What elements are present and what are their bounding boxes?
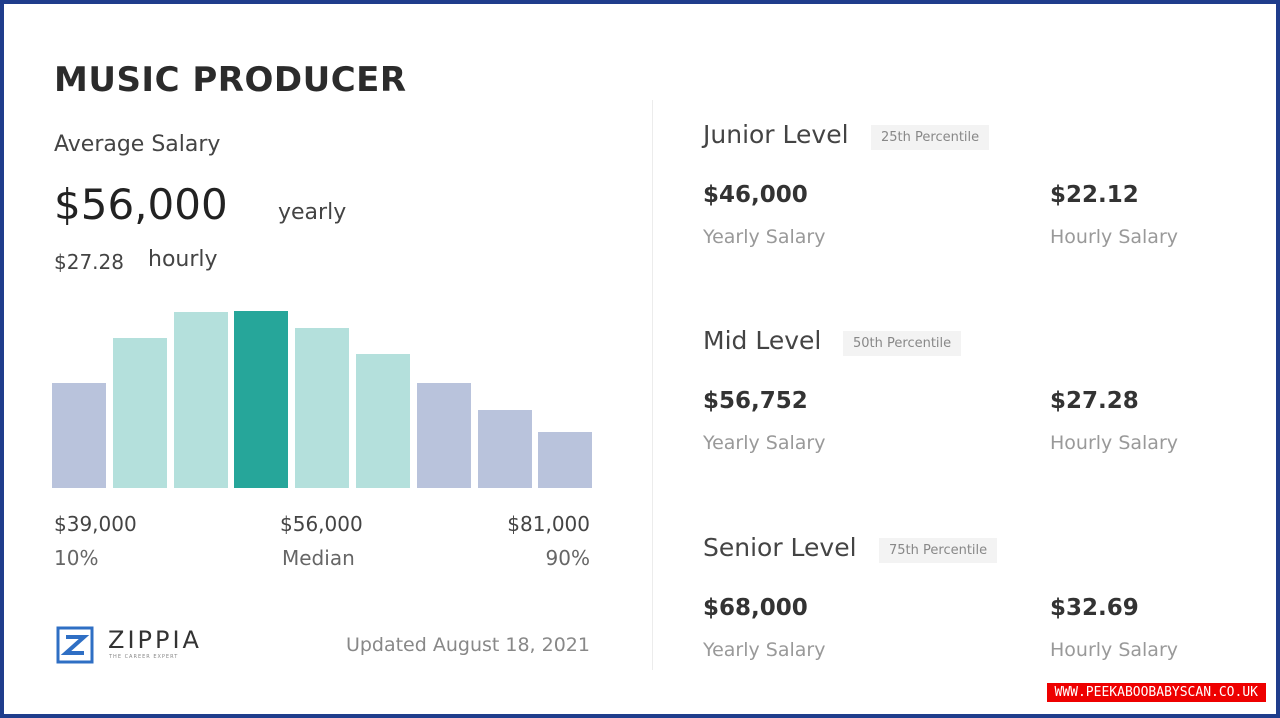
histogram-bar [173,312,228,488]
brand-name: ZIPPIA [108,626,202,654]
level-percentile: 25th Percentile [871,125,990,150]
level-yearly-label: Yearly Salary [703,639,826,661]
scale-label: 90% [545,546,590,570]
scale-amount: $56,000 [280,512,363,536]
level-hourly-label: Hourly Salary [1050,639,1179,661]
scale-amount: $81,000 [507,512,590,536]
histogram-bar [477,410,532,488]
level-yearly-label: Yearly Salary [703,226,826,248]
level-hourly: $32.69 [1050,595,1139,621]
level-hourly-label: Hourly Salary [1050,226,1179,248]
scale-label: 10% [54,546,99,570]
histogram-bar [295,328,350,488]
level-yearly: $46,000 [703,182,808,208]
scale-label: Median [282,546,355,570]
histogram-bar [538,432,593,488]
brand-tagline: THE CAREER EXPERT [109,654,179,660]
yearly-unit: yearly [278,200,347,225]
level-hourly: $22.12 [1050,182,1139,208]
watermark: WWW.PEEKABOOBABYSCAN.CO.UK [1046,683,1266,702]
histogram-bar [234,311,289,488]
level-percentile: 50th Percentile [843,331,962,356]
average-hourly: $27.28 [54,250,124,274]
level-name: Junior Level [703,120,849,149]
average-label: Average Salary [54,132,221,157]
histogram-bar [356,354,410,488]
hourly-unit: hourly [148,247,218,272]
level-name: Mid Level [703,326,822,355]
level-hourly: $27.28 [1050,388,1139,414]
updated: Updated August 18, 2021 [345,634,590,656]
divider [652,100,653,670]
histogram-bar [416,383,471,488]
level-yearly-label: Yearly Salary [703,432,826,454]
histogram-bar [112,338,167,488]
scale-amount: $39,000 [54,512,137,536]
level-yearly: $68,000 [703,595,808,621]
level-yearly: $56,752 [703,388,808,414]
histogram-bar [52,383,106,488]
level-hourly-label: Hourly Salary [1050,432,1179,454]
brand-logo [56,626,94,664]
title: MUSIC PRODUCER [54,60,407,100]
average-yearly: $56,000 [54,180,228,229]
level-name: Senior Level [703,533,857,562]
level-percentile: 75th Percentile [879,538,998,563]
